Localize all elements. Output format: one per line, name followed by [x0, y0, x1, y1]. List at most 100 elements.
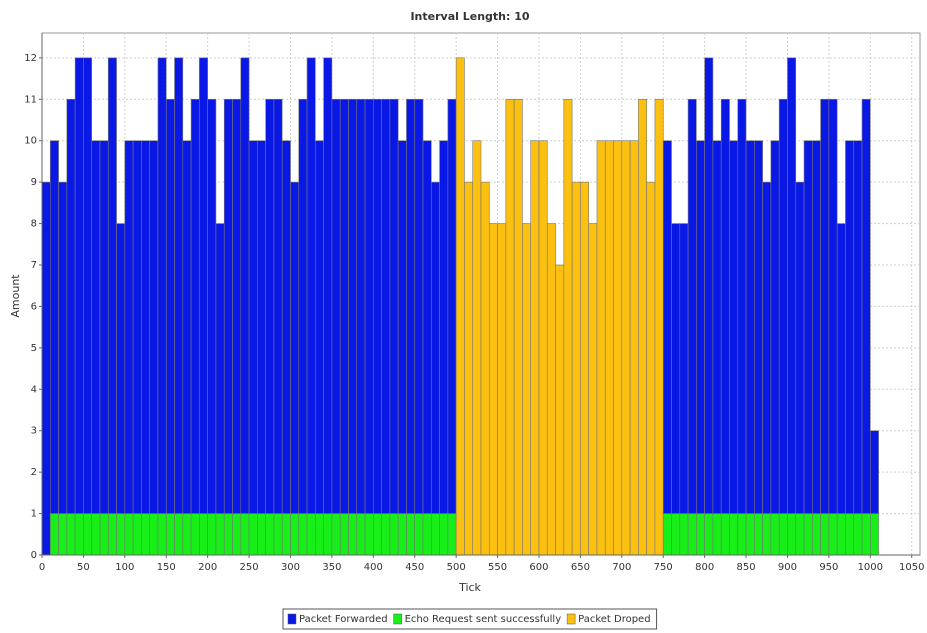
legend-label: Echo Request sent successfully: [405, 614, 562, 625]
bar: [464, 181, 474, 556]
bar: [580, 181, 589, 556]
bar: [174, 513, 184, 556]
y-tick-label: 6: [31, 301, 37, 312]
bar: [638, 98, 647, 556]
bar: [323, 513, 333, 556]
legend-swatch: [393, 613, 402, 625]
bar: [563, 98, 573, 556]
bar: [99, 140, 109, 514]
bar: [58, 513, 68, 556]
bar: [406, 513, 416, 556]
bar: [281, 513, 291, 556]
bar: [190, 98, 200, 514]
bar: [41, 181, 51, 556]
bar: [107, 57, 117, 514]
bar: [199, 57, 208, 514]
bar: [422, 140, 432, 514]
x-tick-label: 500: [447, 562, 466, 573]
bar: [770, 513, 780, 556]
bar: [754, 140, 763, 514]
x-tick-label: 600: [529, 562, 548, 573]
bar: [596, 140, 606, 556]
bar: [762, 181, 772, 514]
x-tick-label: 400: [364, 562, 383, 573]
bar: [273, 98, 283, 514]
bar: [870, 513, 879, 556]
legend: Packet Forwarded Echo Request sent succes…: [282, 608, 658, 630]
x-tick-label: 650: [571, 562, 590, 573]
bar: [356, 98, 366, 514]
bar: [604, 140, 614, 556]
bar: [712, 140, 722, 514]
bar: [132, 140, 142, 514]
bar: [778, 98, 788, 514]
bar: [83, 513, 92, 556]
bar: [240, 513, 250, 556]
x-tick-label: 0: [39, 562, 45, 573]
bar: [497, 223, 507, 556]
bar: [687, 513, 697, 556]
legend-box: [282, 608, 658, 630]
bar: [505, 98, 515, 556]
bar: [571, 181, 581, 556]
bar: [522, 223, 531, 556]
bar: [836, 223, 846, 514]
bar: [621, 140, 631, 556]
legend-label: Packet Droped: [578, 614, 650, 625]
bar: [207, 98, 217, 514]
bar: [431, 181, 440, 514]
bar: [787, 513, 797, 556]
bar: [74, 57, 84, 514]
y-tick-label: 4: [31, 384, 37, 395]
bar: [232, 98, 242, 514]
bar: [364, 513, 374, 556]
bar: [248, 140, 258, 514]
x-tick-label: 350: [322, 562, 341, 573]
bar: [861, 98, 871, 514]
bar: [704, 57, 714, 514]
bar: [414, 513, 424, 556]
bar: [124, 513, 134, 556]
x-tick-label: 100: [115, 562, 134, 573]
bar: [389, 513, 399, 556]
bar: [124, 140, 134, 514]
bar: [58, 181, 68, 514]
bar: [132, 513, 142, 556]
bar: [439, 140, 449, 514]
bar: [306, 513, 316, 556]
bar: [530, 140, 540, 556]
x-tick-label: 150: [157, 562, 176, 573]
bar: [66, 513, 76, 556]
bar: [803, 513, 813, 556]
bar: [654, 98, 664, 556]
bar: [662, 140, 672, 514]
bar: [373, 513, 382, 556]
bar: [182, 140, 192, 514]
y-tick-label: 7: [31, 260, 37, 271]
bar: [49, 513, 59, 556]
bar: [364, 98, 374, 514]
bar: [488, 223, 498, 556]
y-tick-label: 8: [31, 219, 37, 230]
bar: [49, 140, 59, 514]
y-tick-label: 12: [24, 53, 37, 64]
bar: [687, 98, 697, 514]
bar: [215, 513, 225, 556]
bar: [190, 513, 200, 556]
y-tick-label: 1: [31, 509, 37, 520]
x-tick-label: 250: [240, 562, 259, 573]
bar: [74, 513, 84, 556]
bar: [778, 513, 788, 556]
bar: [339, 98, 349, 514]
bar: [745, 513, 755, 556]
bar: [257, 513, 266, 556]
bar: [265, 98, 275, 514]
x-axis-label: Tick: [458, 581, 481, 594]
bar: [348, 513, 358, 556]
bar: [546, 223, 556, 556]
bar: [339, 513, 349, 556]
bar: [820, 98, 830, 514]
bar: [704, 513, 714, 556]
bar: [290, 181, 300, 514]
